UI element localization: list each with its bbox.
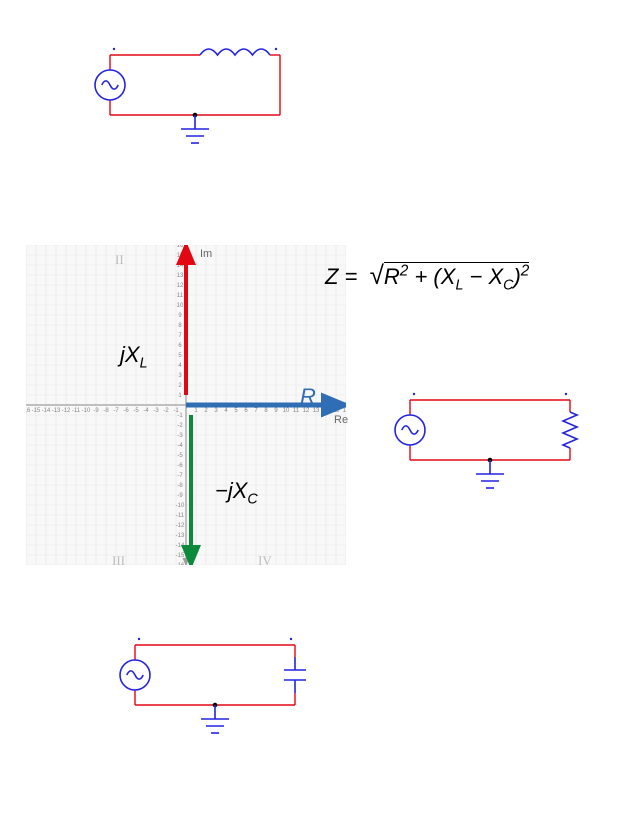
svg-text:11: 11 xyxy=(177,293,184,299)
svg-text:14: 14 xyxy=(323,408,330,414)
quadrant-2-label: II xyxy=(115,252,124,268)
quadrant-4-label: IV xyxy=(258,553,272,569)
svg-text:16: 16 xyxy=(177,245,184,249)
im-axis-label: Im xyxy=(200,248,212,260)
svg-text:-12: -12 xyxy=(62,408,71,414)
circuit-resistor xyxy=(385,380,595,535)
svg-text:-6: -6 xyxy=(123,408,129,414)
svg-text:14: 14 xyxy=(177,263,184,269)
svg-text:-8: -8 xyxy=(103,408,109,414)
svg-text:15: 15 xyxy=(177,253,184,259)
svg-text:-5: -5 xyxy=(133,408,139,414)
svg-text:-13: -13 xyxy=(52,408,61,414)
vector-label-xl: jXL xyxy=(120,342,148,371)
svg-text:-14: -14 xyxy=(42,408,51,414)
circuit-inductor xyxy=(85,35,305,195)
quadrant-3-label: III xyxy=(112,553,125,569)
vector-label-r: R xyxy=(300,384,316,410)
svg-text:-7: -7 xyxy=(177,473,183,479)
svg-text:-11: -11 xyxy=(72,408,81,414)
svg-text:-15: -15 xyxy=(32,408,41,414)
svg-text:-4: -4 xyxy=(177,443,183,449)
svg-text:-3: -3 xyxy=(153,408,159,414)
svg-text:-16: -16 xyxy=(26,408,31,414)
svg-text:-9: -9 xyxy=(177,493,183,499)
svg-text:-2: -2 xyxy=(177,423,183,429)
complex-plane: -16-16-15-15-14-14-13-13-12-12-11-11-10-… xyxy=(26,245,346,565)
vector-label-xc: −jXC xyxy=(215,478,258,507)
svg-text:12: 12 xyxy=(177,283,184,289)
svg-text:-10: -10 xyxy=(82,408,91,414)
svg-text:-5: -5 xyxy=(177,453,183,459)
svg-text:-15: -15 xyxy=(176,553,185,559)
svg-text:-16: -16 xyxy=(176,563,185,565)
svg-text:-12: -12 xyxy=(176,523,185,529)
svg-text:13: 13 xyxy=(177,273,184,279)
svg-text:10: 10 xyxy=(177,303,184,309)
svg-text:-7: -7 xyxy=(113,408,119,414)
circuit-capacitor xyxy=(110,625,320,785)
svg-text:10: 10 xyxy=(283,408,290,414)
svg-text:-14: -14 xyxy=(176,543,185,549)
svg-text:-4: -4 xyxy=(143,408,149,414)
svg-text:-2: -2 xyxy=(163,408,169,414)
svg-text:-10: -10 xyxy=(176,503,185,509)
svg-text:-13: -13 xyxy=(176,533,185,539)
svg-text:11: 11 xyxy=(293,408,300,414)
svg-text:-8: -8 xyxy=(177,483,183,489)
svg-text:-1: -1 xyxy=(177,413,183,419)
svg-text:-9: -9 xyxy=(93,408,99,414)
impedance-formula: Z = √R2 + (XL − XC)2 xyxy=(325,260,529,293)
svg-text:-6: -6 xyxy=(177,463,183,469)
svg-text:-3: -3 xyxy=(177,433,183,439)
re-axis-label: Re xyxy=(334,414,348,426)
svg-text:-11: -11 xyxy=(176,513,185,519)
